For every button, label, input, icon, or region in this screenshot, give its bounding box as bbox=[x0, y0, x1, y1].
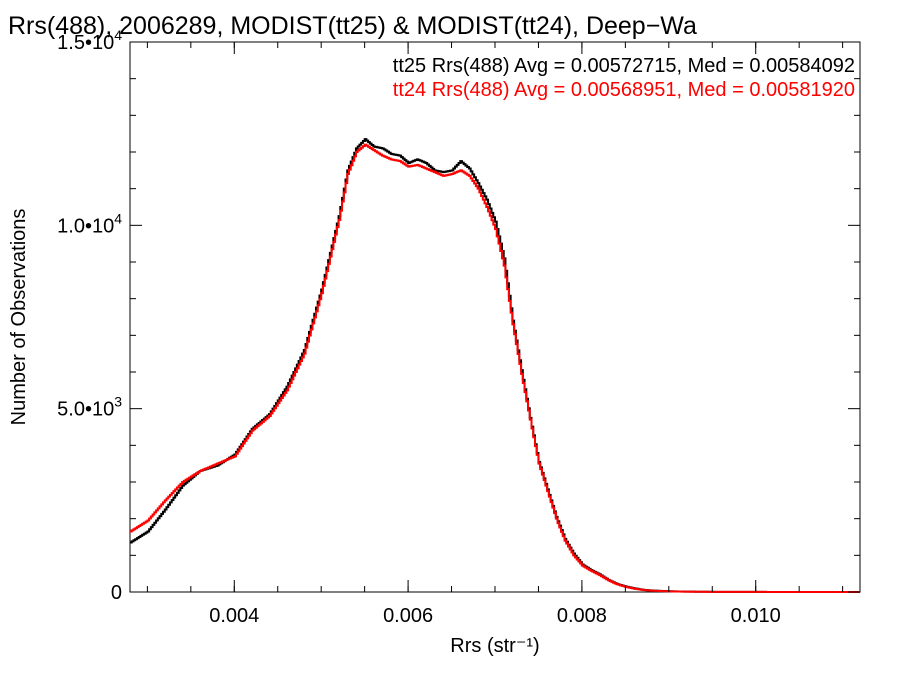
y-tick-label: 1.5•104 bbox=[57, 27, 122, 54]
chart-title: Rrs(488), 2006289, MODIST(tt25) & MODIST… bbox=[8, 12, 697, 40]
series-layer bbox=[130, 138, 860, 593]
y-tick-label: 0 bbox=[111, 582, 122, 604]
series-tt24-line bbox=[130, 143, 860, 593]
x-tick-label: 0.006 bbox=[383, 605, 433, 627]
y-tick-label: 1.0•104 bbox=[57, 210, 122, 237]
y-axis-label: Number of Observations bbox=[8, 209, 30, 426]
y-axis-ticks: 0 5.0•103 1.0•104 1.5•104 bbox=[57, 27, 860, 604]
x-tick-label: 0.008 bbox=[557, 605, 607, 627]
x-axis-ticks: 0.004 0.006 0.008 0.010 bbox=[146, 42, 844, 627]
x-tick-label: 0.004 bbox=[209, 605, 259, 627]
legend-entry-tt24: tt24 Rrs(488) Avg = 0.00568951, Med = 0.… bbox=[393, 79, 855, 101]
x-tick-label: 0.010 bbox=[731, 605, 781, 627]
y-tick-label: 5.0•103 bbox=[57, 394, 122, 421]
plot-area: 0.004 0.006 0.008 0.010 0 5.0•103 1.0•104 1.5•… bbox=[57, 27, 861, 627]
legend-entry-tt25: tt25 Rrs(488) Avg = 0.00572715, Med = 0.… bbox=[393, 55, 855, 77]
series-tt25-line bbox=[130, 138, 860, 593]
x-axis-label: Rrs (str⁻¹) bbox=[450, 635, 539, 657]
plot-frame bbox=[129, 41, 861, 593]
